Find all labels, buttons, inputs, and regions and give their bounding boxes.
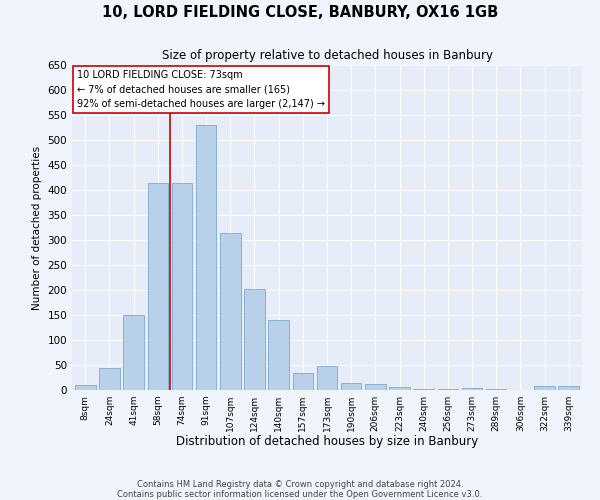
Bar [341, 382, 361, 390]
Bar [172, 182, 192, 390]
Bar [559, 386, 579, 390]
Text: Contains HM Land Registry data © Crown copyright and database right 2024.
Contai: Contains HM Land Registry data © Crown c… [118, 480, 482, 499]
Bar [365, 384, 386, 390]
Bar [462, 388, 482, 390]
Bar [268, 320, 289, 390]
Bar [220, 232, 241, 390]
Bar [389, 387, 410, 390]
Bar [534, 386, 555, 390]
Bar [317, 366, 337, 390]
Text: 10 LORD FIELDING CLOSE: 73sqm
← 7% of detached houses are smaller (165)
92% of s: 10 LORD FIELDING CLOSE: 73sqm ← 7% of de… [77, 70, 325, 110]
Bar [196, 125, 217, 390]
Bar [124, 315, 144, 390]
Bar [244, 288, 265, 390]
Text: 10, LORD FIELDING CLOSE, BANBURY, OX16 1GB: 10, LORD FIELDING CLOSE, BANBURY, OX16 1… [102, 5, 498, 20]
Bar [293, 372, 313, 390]
Bar [99, 368, 120, 390]
Bar [437, 388, 458, 390]
Bar [413, 388, 434, 390]
Y-axis label: Number of detached properties: Number of detached properties [32, 146, 42, 310]
Bar [75, 385, 95, 390]
X-axis label: Distribution of detached houses by size in Banbury: Distribution of detached houses by size … [176, 436, 478, 448]
Title: Size of property relative to detached houses in Banbury: Size of property relative to detached ho… [161, 50, 493, 62]
Bar [486, 388, 506, 390]
Bar [148, 182, 168, 390]
